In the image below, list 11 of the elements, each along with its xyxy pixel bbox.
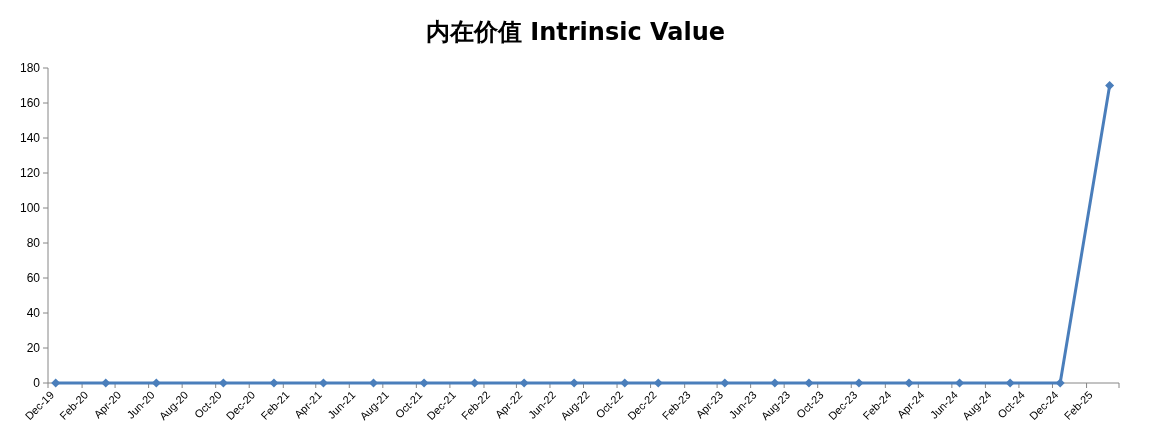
- y-tick-label: 20: [26, 341, 41, 356]
- y-tick-label: 80: [26, 236, 41, 251]
- y-tick-label: 0: [33, 376, 41, 391]
- y-tick-label: 140: [19, 131, 41, 146]
- y-tick-label: 40: [26, 306, 41, 321]
- y-tick-label: 180: [19, 61, 41, 76]
- y-tick-label: 100: [19, 201, 41, 216]
- chart-title: 内在价值 Intrinsic Value: [425, 18, 726, 46]
- y-tick-label: 120: [19, 166, 41, 181]
- y-tick-label: 60: [26, 271, 41, 286]
- y-tick-label: 160: [19, 96, 41, 111]
